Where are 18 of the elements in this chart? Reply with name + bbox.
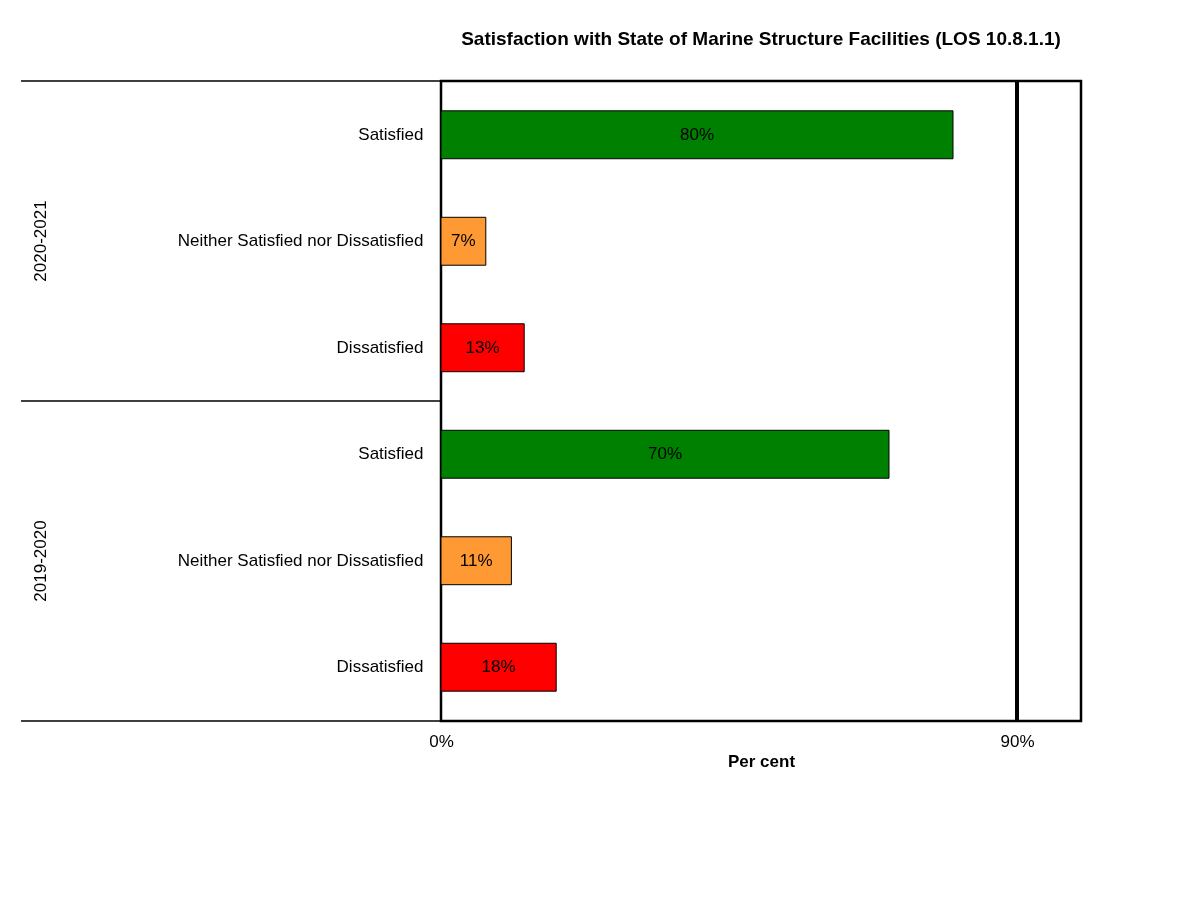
data-label: 70% [647,444,683,464]
y-tick-label: Satisfied [358,124,424,144]
data-label: 13% [465,337,500,357]
text: 2020-2021 [31,200,50,282]
data-label: 11% [459,550,493,570]
y-tick-label: Neither Satisfied nor Dissatisfied [177,231,424,251]
x-tick-label: 0% [429,731,454,751]
y-tick-label: Dissatisfied [336,337,424,357]
data-label: 7% [451,231,476,251]
data-label: 80% [679,124,715,144]
chart-title: Satisfaction with State of Marine Structure Facilities (LOS 10.8.1.1) [461,28,1061,49]
text: 2019-2020 [31,520,50,602]
y-tick-label: Satisfied [358,444,424,464]
y-tick-label: Neither Satisfied nor Dissatisfied [177,550,424,570]
y-tick-label: Dissatisfied [336,657,424,677]
data-label: 18% [481,657,516,677]
x-tick-label: 90% [1000,731,1035,751]
x-axis-title: Per cent [727,751,796,771]
